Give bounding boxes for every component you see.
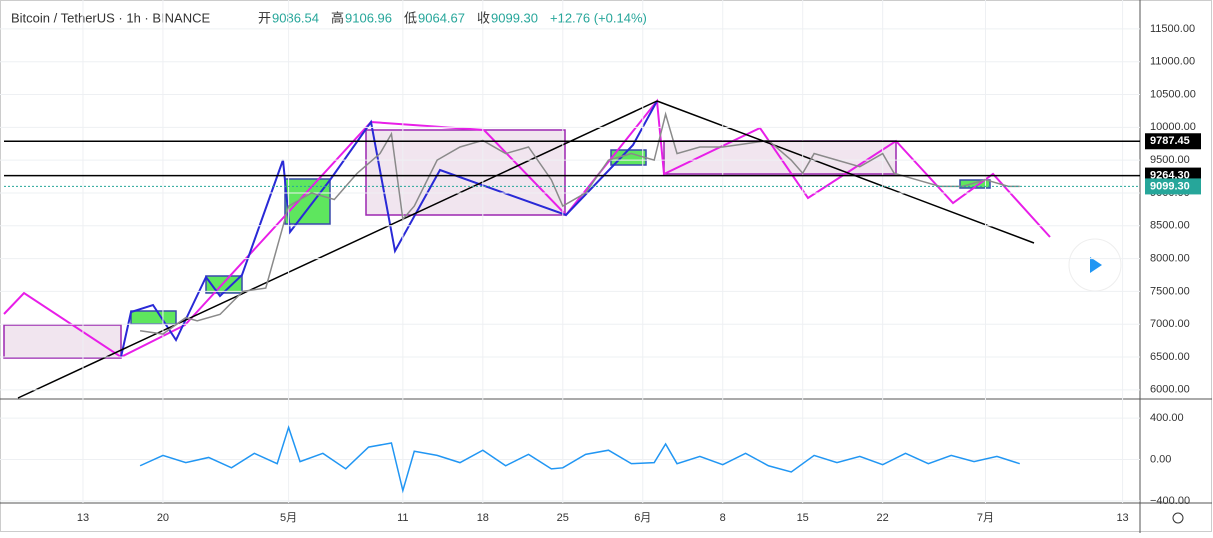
price-tag-label: 9099.30 [1150,180,1190,192]
y-tick-label: 8000.00 [1150,252,1190,264]
price-line [139,111,1020,335]
trend-line [17,100,658,399]
y-tick-label: 11500.00 [1150,23,1195,35]
x-tick-label: 13 [77,512,89,524]
y-tick-label: 10000.00 [1150,121,1196,133]
open-label: 开 [258,10,271,25]
x-tick-label: 8 [720,512,726,524]
price-tag [1145,178,1201,195]
x-tick-label: 6月 [634,512,651,524]
x-tick-label: 13 [1116,512,1128,524]
x-tick-label: 7月 [977,512,994,524]
close-label: 收 [477,10,490,25]
price-line [139,425,1020,494]
y-tick-label: 7000.00 [1150,318,1190,330]
range-boxes [3,129,897,359]
y-tick-label: 0.00 [1150,453,1171,465]
close-value: 9099.30 [491,10,538,25]
low-value: 9064.67 [418,10,465,25]
y-tick-label: 7500.00 [1150,285,1190,297]
x-tick-label: 18 [477,512,489,524]
symbol: Bitcoin / TetherUS · 1h · BINANCE [11,10,210,25]
high-value: 9106.96 [345,10,392,25]
play-icon[interactable] [1090,257,1102,273]
x-tick-label: 20 [157,512,169,524]
low-label: 低 [404,10,417,25]
x-tick-label: 22 [877,512,889,524]
price-tag [1145,133,1201,150]
x-tick-label: 15 [797,512,809,524]
y-tick-label: 9500.00 [1150,154,1190,166]
y-tick-label: 400.00 [1150,412,1184,424]
x-tick-label: 5月 [280,512,297,524]
y-tick-label: 6000.00 [1150,384,1190,396]
open-value: 9086.54 [272,10,319,25]
settings-icon[interactable] [1172,512,1184,524]
y-tick-label: 10500.00 [1150,88,1196,100]
x-tick-label: 25 [557,512,569,524]
price-tag-label: 9787.45 [1150,135,1190,147]
y-tick-label: 8500.00 [1150,220,1190,232]
y-tick-label: 6500.00 [1150,351,1190,363]
y-tick-label: 11000.00 [1150,56,1195,68]
high-label: 高 [331,10,344,25]
trend-line [656,100,1035,244]
change: +12.76 (+0.14%) [550,10,647,25]
y-tick-label: −400.00 [1150,495,1190,507]
x-tick-label: 11 [397,512,408,524]
